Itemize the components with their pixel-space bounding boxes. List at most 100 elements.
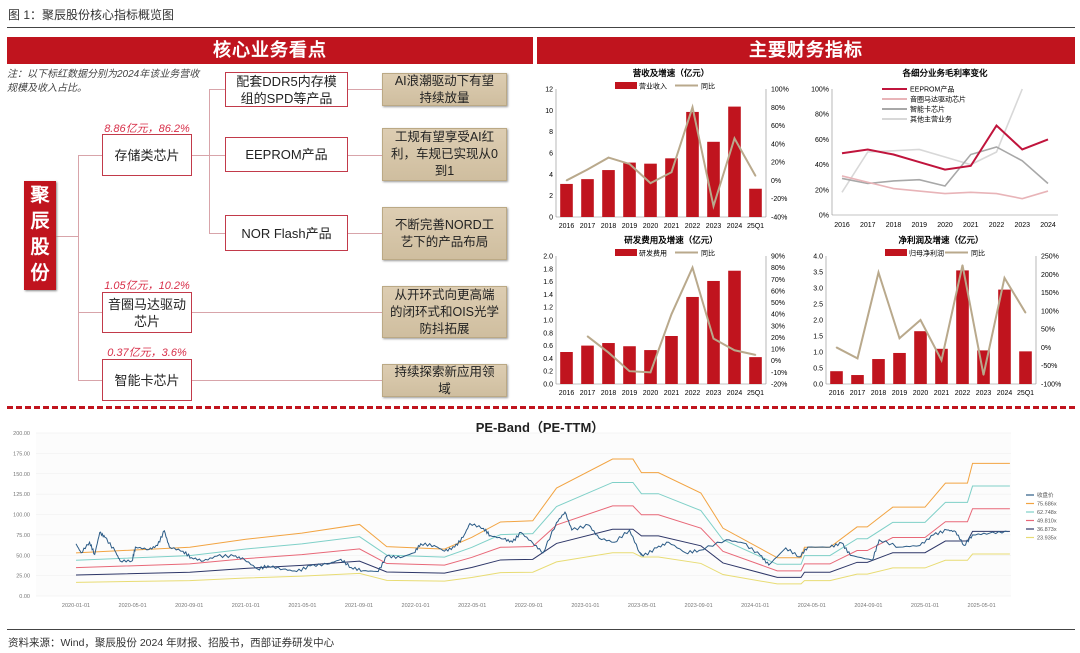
product-spd: 配套DDR5内存模组的SPD等产品 <box>225 72 348 107</box>
x-tick-label: 2023-01-01 <box>571 603 599 609</box>
x-tick-label: 2016 <box>829 390 845 397</box>
y2-tick-label: -10% <box>771 370 787 377</box>
y2-tick-label: -40% <box>771 215 787 222</box>
y2-tick-label: 20% <box>771 335 785 342</box>
y-tick-label: 40% <box>815 162 829 169</box>
pe-band-chart: 0.00 25.00 50.00 75.00 100.00 125.00 150.00 175… <box>13 431 1057 609</box>
y-tick-label: 150.00 <box>13 472 30 478</box>
segment-smartcard-chips: 智能卡芯片 <box>102 359 192 401</box>
x-tick-label: 2018 <box>601 223 617 230</box>
y2-tick-label: 50% <box>1041 327 1055 334</box>
yoy-point <box>691 266 694 269</box>
segment-stat-vcm: 1.05亿元，10.2% <box>104 280 190 292</box>
bar <box>914 331 927 384</box>
x-tick-label: 2017 <box>860 222 876 229</box>
x-tick-label: 2021 <box>934 390 950 397</box>
y-tick-label: 100.00 <box>13 513 30 519</box>
y-tick-label: 0 <box>549 215 553 222</box>
x-tick-label: 2024-01-01 <box>741 603 769 609</box>
x-tick-label: 2023 <box>706 390 722 397</box>
y2-tick-label: -100% <box>1041 382 1061 389</box>
y2-tick-label: 60% <box>771 288 785 295</box>
y2-tick-label: 100% <box>1041 308 1059 315</box>
divider <box>7 27 1075 28</box>
outlook-vcm: 从开环式向更高端的闭环式和OIS光学防抖拓展 <box>382 286 507 338</box>
bar <box>728 106 741 217</box>
close-price-line <box>75 511 1009 573</box>
chart-title: 净利润及增速（亿元） <box>898 235 983 245</box>
bar <box>935 348 948 384</box>
bar <box>830 371 843 384</box>
legend-bar-swatch <box>885 249 907 256</box>
x-tick-label: 2024-09-01 <box>854 603 882 609</box>
y-tick-label: 0.5 <box>813 366 823 373</box>
legend-label: EEPROM产品 <box>910 85 954 94</box>
pe-band-line-1 <box>75 481 1010 565</box>
yoy-point <box>586 168 589 171</box>
x-tick-label: 2020-09-01 <box>175 603 203 609</box>
bar <box>998 289 1011 384</box>
y-tick-label: 75.00 <box>16 533 30 539</box>
x-tick-label: 2021 <box>963 222 979 229</box>
y2-tick-label: 250% <box>1041 254 1059 261</box>
yoy-point <box>586 335 589 338</box>
bar <box>665 158 678 217</box>
y-tick-label: 0.8 <box>543 330 553 337</box>
yoy-point <box>877 271 880 274</box>
x-tick-label: 2020-05-01 <box>119 603 147 609</box>
yoy-point <box>670 171 673 173</box>
x-tick-label: 2020 <box>643 390 659 397</box>
source-note: 资料来源：Wind，聚辰股份 2024 年财报、招股书，西部证券研发中心 <box>8 637 335 649</box>
x-tick-label: 2025-05-01 <box>968 603 996 609</box>
x-tick-label: 2020 <box>913 390 929 397</box>
note: 注：以下标红数据分别为2024年该业务营收规模及收入占比。 <box>7 69 200 94</box>
connector <box>192 380 382 381</box>
bar <box>644 350 657 384</box>
x-tick-label: 2016 <box>834 222 850 229</box>
product-nor-flash: NOR Flash产品 <box>225 215 348 251</box>
y-tick-label: 4.0 <box>813 254 823 261</box>
financial-header: 主要财务指标 <box>537 37 1075 64</box>
figure-title: 图 1：聚辰股份核心指标概览图 <box>8 8 175 22</box>
x-tick-label: 2016 <box>559 223 575 230</box>
y-tick-label: 0.0 <box>813 382 823 389</box>
x-tick-label: 2018 <box>601 390 617 397</box>
connector <box>348 155 382 156</box>
yoy-point <box>940 359 943 362</box>
y2-tick-label: 0% <box>1041 345 1051 352</box>
outlook-smartcard: 持续探索新应用领域 <box>382 364 507 397</box>
x-tick-label: 2022-09-01 <box>515 603 543 609</box>
pe-band-line-2 <box>75 505 1010 572</box>
divider <box>7 629 1075 630</box>
segment-storage-chips: 存储类芯片 <box>102 134 192 176</box>
outlook-eeprom: 工规有望享受AI红利，车规已实现从0到1 <box>382 128 507 181</box>
pe-band-line-0 <box>75 458 1010 559</box>
x-tick-label: 2017 <box>580 223 596 230</box>
y2-tick-label: 40% <box>771 141 785 148</box>
y-tick-label: 2.5 <box>813 302 823 309</box>
section-divider <box>7 406 1075 409</box>
y-tick-label: 6 <box>549 151 553 158</box>
y2-tick-label: 40% <box>771 312 785 319</box>
yoy-point <box>733 349 736 352</box>
yoy-point <box>1024 311 1027 314</box>
bar <box>686 296 699 384</box>
chart-title: 营收及增速（亿元） <box>633 68 710 78</box>
x-tick-label: 2022 <box>685 223 701 230</box>
x-tick-label: 2023-05-01 <box>628 603 656 609</box>
y-tick-label: 10 <box>545 108 553 115</box>
bar <box>728 270 741 384</box>
y2-tick-label: -20% <box>771 382 787 389</box>
y-tick-label: 0% <box>819 213 829 220</box>
x-tick-label: 2023 <box>976 390 992 397</box>
bar <box>665 336 678 384</box>
y-tick-label: 2.0 <box>543 254 553 261</box>
rd-expense-chart: 研发费用及增速（亿元） 研发费用 同比 0.0 0.2 0.4 0.6 0.8 1.0 1.2 1.… <box>543 235 787 397</box>
x-tick-label: 2021-05-01 <box>288 603 316 609</box>
x-tick-label: 2019 <box>622 390 638 397</box>
yoy-point <box>898 337 901 340</box>
connector <box>55 236 78 237</box>
outlook-nor-flash: 不断完善NORD工艺下的产品布局 <box>382 207 507 260</box>
margin-line-0 <box>841 123 1049 171</box>
x-tick-label: 2018 <box>871 390 887 397</box>
